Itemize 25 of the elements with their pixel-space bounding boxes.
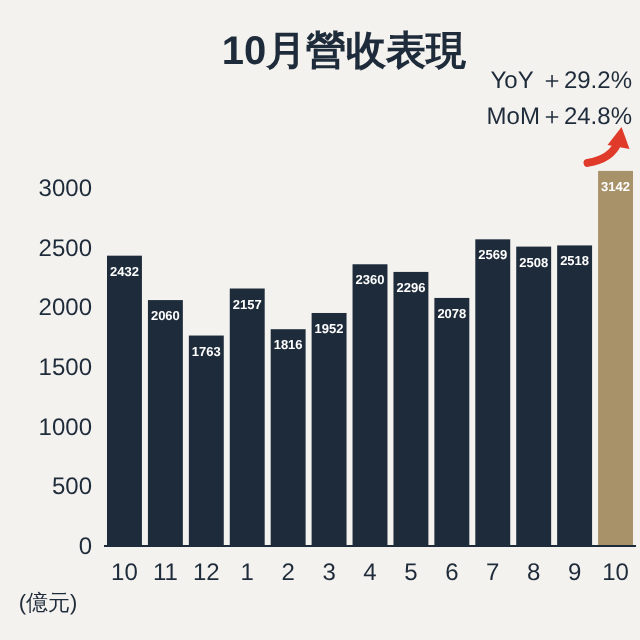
x-tick-label: 3 (322, 558, 337, 586)
chart-title: 10月營收表現 (221, 30, 469, 74)
x-tick-label: 9 (567, 558, 582, 586)
y-tick-label: 1500 (38, 352, 93, 381)
x-tick-label: 1 (240, 558, 255, 586)
x-tick-label: 12 (192, 558, 221, 586)
y-tick-label: 500 (51, 472, 93, 501)
x-tick-label: 10 (111, 558, 139, 586)
x-tick-label: 4 (363, 558, 378, 586)
x-tick-label: 5 (404, 558, 419, 586)
y-tick-label: 1000 (38, 412, 93, 441)
x-tick-label: 6 (445, 558, 460, 586)
bar (598, 170, 633, 546)
y-axis-title: (億元) (18, 590, 78, 616)
text: MoM＋24.8% (486, 102, 633, 130)
text: YoY ＋29.2% (490, 66, 633, 94)
y-tick-label: 2500 (38, 233, 93, 262)
x-tick-label: 7 (486, 558, 501, 586)
y-tick-label: 2000 (38, 293, 93, 322)
x-tick-label: 11 (152, 558, 179, 586)
y-tick-label: 0 (78, 532, 93, 560)
x-tick-label: 2 (281, 558, 296, 586)
x-tick-label: 10 (602, 558, 630, 586)
y-tick-label: 3000 (38, 173, 93, 202)
x-tick-label: 8 (527, 558, 541, 586)
